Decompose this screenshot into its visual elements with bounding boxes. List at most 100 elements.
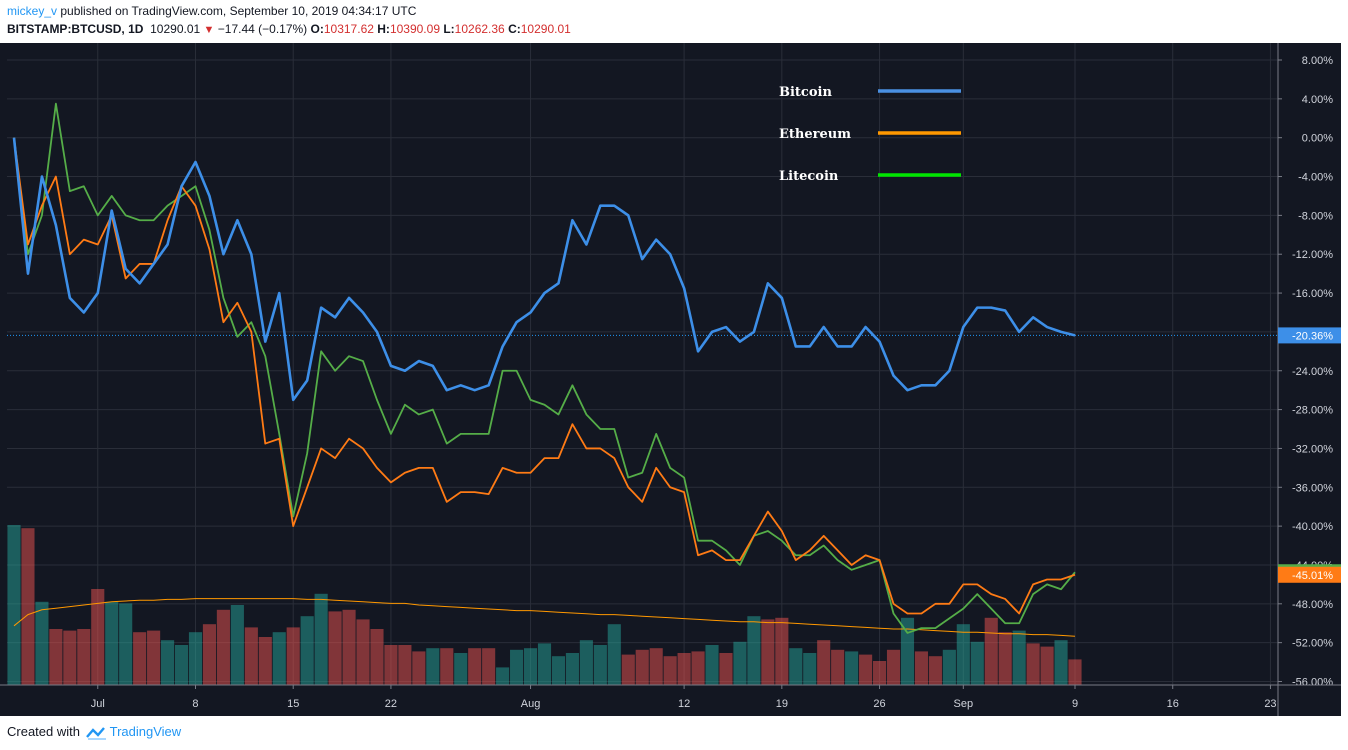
time-tick-label: 22	[385, 698, 397, 710]
volume-bar	[342, 609, 356, 685]
volume-bar	[761, 619, 775, 685]
volume-bar	[635, 649, 649, 685]
volume-bar	[523, 648, 538, 685]
volume-bar	[133, 632, 147, 685]
symbol-label: BITSTAMP:BTCUSD, 1D	[7, 22, 144, 36]
tradingview-logo-icon	[85, 726, 106, 740]
price-tick-label: -12.00%	[1292, 249, 1333, 261]
volume-bar	[161, 640, 175, 685]
volume-bar	[188, 632, 203, 685]
volume-bar	[412, 651, 426, 685]
last-value-label: -45.01%	[1292, 570, 1333, 582]
legend-label: Bitcoin	[779, 85, 832, 100]
time-tick-label: Aug	[521, 698, 541, 710]
volume-bar	[91, 589, 105, 685]
last-value-badge	[1278, 327, 1341, 344]
volume-bar	[35, 601, 49, 685]
created-with-label: Created with	[7, 724, 80, 739]
volume-bar	[845, 651, 859, 685]
volume-bar	[398, 645, 412, 685]
series-line-ethereum	[13, 137, 1076, 615]
footer: Created with TradingView	[7, 724, 181, 740]
price-axis-background	[1278, 43, 1341, 716]
author-link[interactable]: mickey_v	[7, 4, 58, 18]
volume-bar	[300, 616, 314, 685]
volume-bar	[551, 656, 566, 685]
volume-bar	[831, 649, 845, 685]
volume-bar	[956, 624, 970, 685]
volume-bar	[677, 653, 691, 685]
time-tick-label: Jul	[91, 698, 105, 710]
volume-bar	[63, 630, 77, 685]
volume-bar	[593, 645, 607, 685]
volume-bar	[77, 629, 91, 685]
volume-bar	[984, 617, 998, 685]
volume-bar	[314, 593, 328, 685]
volume-bar	[426, 648, 440, 685]
volume-bar	[328, 611, 342, 685]
low-label: L:	[443, 22, 455, 36]
price-tick-label: -28.00%	[1292, 405, 1333, 417]
price-tick-label: 4.00%	[1302, 94, 1333, 106]
grid	[7, 43, 1278, 685]
volume-bar	[607, 624, 621, 685]
series-line-bitcoin	[12, 137, 1076, 402]
volume-bar	[105, 601, 119, 685]
volume-bar	[859, 654, 873, 685]
volume-bar	[1012, 630, 1026, 685]
volume-bar	[565, 653, 579, 685]
volume-bar	[705, 645, 719, 685]
last-price: 10290.01	[150, 22, 201, 36]
volume-bar	[998, 632, 1012, 685]
volume-bar	[747, 616, 761, 685]
volume-bar	[537, 643, 552, 685]
volume-bar	[775, 617, 789, 685]
legend-label: Litecoin	[779, 169, 839, 184]
volume-bar	[384, 645, 398, 685]
chart-background	[0, 43, 1341, 716]
volume-bar	[510, 649, 524, 685]
time-tick-label: 23	[1264, 698, 1276, 710]
time-tick-label: 15	[287, 698, 299, 710]
price-tick-label: -16.00%	[1292, 288, 1333, 300]
volume-bar	[1026, 643, 1040, 685]
volume-bar	[621, 654, 635, 685]
published-text: published on TradingView.com, September …	[60, 4, 417, 18]
time-tick-label: 19	[776, 698, 788, 710]
volume-bar	[803, 653, 817, 685]
volume-bar	[49, 629, 63, 685]
volume-bar	[440, 648, 454, 685]
volume-bar	[216, 609, 230, 685]
price-tick-label: -56.00%	[1292, 677, 1333, 689]
volume-bar	[900, 617, 915, 685]
chart-area[interactable]: Bitcoin Ethereum Litecoin 8.00% 4.00% 0.00% -4…	[0, 43, 1348, 717]
volume-bar	[119, 603, 133, 685]
volume-bar	[886, 649, 901, 685]
volume-bar	[230, 605, 244, 685]
volume-bar	[928, 656, 942, 685]
volume-bar	[202, 624, 217, 685]
volume-bar	[286, 627, 300, 685]
open-label: O:	[310, 22, 324, 36]
volume-bar	[970, 641, 984, 685]
price-tick-label: -24.00%	[1292, 366, 1333, 378]
time-tick-label: 8	[192, 698, 198, 710]
volume-bar	[691, 651, 705, 685]
price-tick-label: -48.00%	[1292, 599, 1333, 611]
low-value: 10262.36	[454, 22, 505, 36]
volume-ma-line	[13, 598, 1076, 637]
tradingview-brand[interactable]: TradingView	[109, 724, 182, 739]
volume-bar	[482, 648, 496, 685]
volume-bar	[258, 637, 272, 685]
price-axis: 8.00% 4.00% 0.00% -4.00% -8.00% -12.00% -16.00…	[1277, 43, 1333, 716]
time-tick-label: Sep	[954, 698, 974, 710]
volume-bar	[174, 645, 189, 685]
time-tick-label: 12	[678, 698, 690, 710]
time-tick-label: 9	[1072, 698, 1078, 710]
volume-bar	[468, 648, 482, 685]
down-triangle-icon: ▼	[203, 24, 215, 36]
volume-bar	[21, 528, 35, 685]
volume-bars	[7, 525, 1082, 685]
legend-label: Ethereum	[779, 127, 851, 142]
volume-bar	[719, 653, 733, 685]
